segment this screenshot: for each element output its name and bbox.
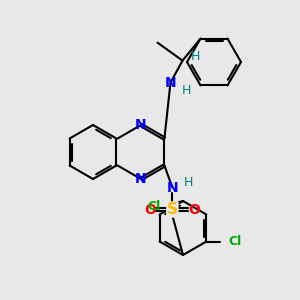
Text: N: N — [165, 76, 176, 90]
Text: S: S — [167, 202, 178, 217]
Text: N: N — [135, 172, 147, 186]
Text: N: N — [167, 181, 178, 194]
Text: Cl: Cl — [228, 235, 242, 248]
Text: Cl: Cl — [148, 200, 161, 212]
Text: H: H — [182, 84, 191, 97]
Text: N: N — [135, 118, 147, 132]
Text: H: H — [190, 50, 200, 63]
Text: O: O — [144, 202, 156, 217]
Text: O: O — [188, 202, 200, 217]
Text: H: H — [184, 176, 193, 189]
